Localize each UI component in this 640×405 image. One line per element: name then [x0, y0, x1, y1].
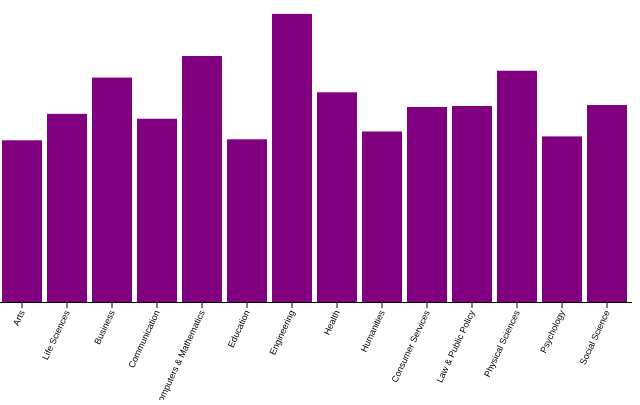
x-tick-label: Education	[226, 309, 252, 350]
x-tick-label: Humanities	[359, 308, 387, 353]
bar-computers-mathematics	[182, 56, 222, 302]
bar-consumer-services	[407, 106, 447, 302]
x-tick-label: Health	[322, 309, 342, 337]
x-tick-label: Business	[92, 308, 117, 346]
bar-health	[317, 92, 357, 302]
bar-business	[92, 77, 132, 302]
bar-psychology	[542, 136, 582, 302]
x-tick-label: Engineering	[267, 309, 296, 357]
bar-engineering	[272, 13, 312, 302]
bar-law-public-policy	[452, 106, 492, 302]
bar-communication	[137, 118, 177, 303]
x-tick-label: Communication	[126, 309, 161, 370]
x-tick-label: Consumer Services	[390, 308, 432, 384]
bar-arts	[2, 140, 42, 302]
bar-humanities	[362, 131, 402, 302]
x-tick-label: Arts	[11, 308, 27, 327]
bar-physical-sciences	[497, 70, 537, 302]
x-tick-label: Psychology	[538, 308, 567, 354]
bars	[2, 13, 627, 303]
x-tick-label: Physical Sciences	[482, 308, 522, 378]
x-axis-ticks: Arts Life Sciences Business CommunicationCo…	[11, 302, 612, 405]
x-tick-label: Social Science	[578, 309, 612, 367]
bar-education	[227, 139, 267, 302]
bar-social-science	[587, 105, 627, 303]
bar-life-sciences	[47, 113, 87, 302]
x-tick-label: Life Sciences	[40, 308, 72, 361]
x-tick-label: Computers & Mathematics	[153, 308, 207, 400]
x-tick-label: Law & Public Policy	[435, 308, 477, 384]
